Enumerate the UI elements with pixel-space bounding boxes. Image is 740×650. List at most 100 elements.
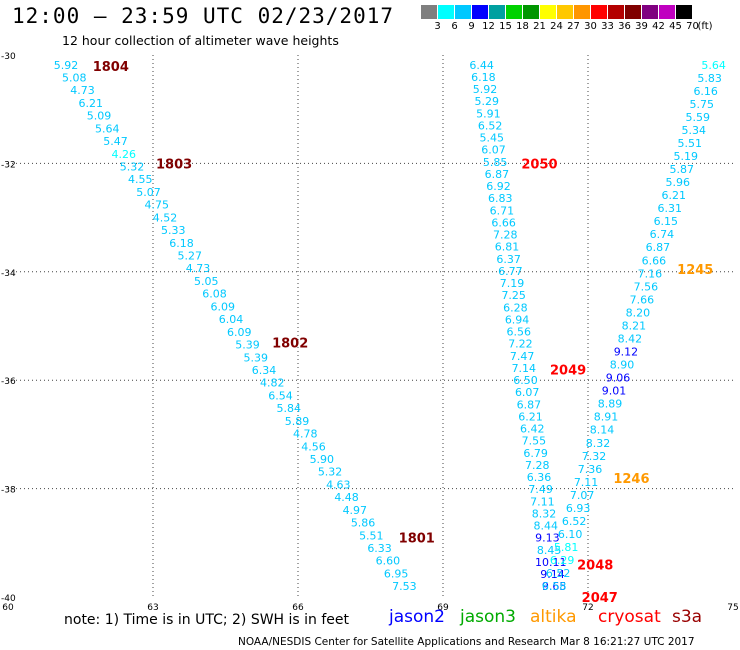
wave-height-value: 5.84 <box>277 402 302 415</box>
wave-height-value: 6.87 <box>517 398 542 411</box>
wave-height-value: 7.25 <box>501 289 526 302</box>
wave-height-value: 6.83 <box>488 192 513 205</box>
scale-swatch <box>455 5 472 19</box>
scale-swatch <box>608 5 625 19</box>
credit-line: NOAA/NESDIS Center for Satellite Applica… <box>238 636 556 648</box>
wave-height-value: 6.07 <box>481 144 506 157</box>
wave-height-value: 6.58 <box>542 580 567 593</box>
wave-height-value: 6.60 <box>376 555 401 568</box>
y-tick-label: -40 <box>1 594 16 604</box>
satellite-jason3: jason3 <box>460 607 516 627</box>
wave-height-value: 5.32 <box>120 160 145 173</box>
scale-unit: (ft) <box>697 21 713 32</box>
wave-height-value: 6.16 <box>693 85 718 98</box>
scale-label: 3 <box>434 21 441 32</box>
wave-height-value: 5.51 <box>677 137 702 150</box>
wave-height-value: 6.18 <box>169 237 194 250</box>
scale-label: 27 <box>567 21 580 32</box>
wave-height-value: 6.95 <box>384 567 409 580</box>
scale-swatch <box>506 5 523 19</box>
scale-swatch <box>557 5 574 19</box>
wave-height-value: 4.48 <box>334 491 359 504</box>
wave-height-value: 5.90 <box>310 453 335 466</box>
wave-height-value: 4.78 <box>293 428 318 441</box>
wave-height-value: 7.49 <box>528 483 553 496</box>
wave-height-value: 6.92 <box>486 180 511 193</box>
wave-height-value: 5.39 <box>244 351 269 364</box>
scale-label: 18 <box>516 21 529 32</box>
timestamp: Mar 8 16:21:27 UTC 2017 <box>560 636 695 648</box>
wave-height-value: 6.94 <box>505 313 530 326</box>
wave-height-value: 6.79 <box>523 447 548 460</box>
wave-height-value: 7.14 <box>512 362 537 375</box>
wave-height-value: 7.28 <box>493 229 518 242</box>
x-tick-label: 69 <box>437 603 449 610</box>
wave-height-value: 7.19 <box>500 277 525 290</box>
scale-swatch <box>659 5 676 19</box>
pass-time-label: 1804 <box>93 60 129 75</box>
satellite-s3a: s3a <box>672 607 703 627</box>
wave-height-value: 6.93 <box>566 502 591 515</box>
scale-swatch <box>472 5 489 19</box>
x-tick-label: 72 <box>582 603 593 610</box>
wave-height-value: 6.52 <box>562 515 587 528</box>
pass-time-label: 1801 <box>399 531 435 546</box>
wave-height-value: 4.97 <box>343 504 368 517</box>
wave-height-value: 5.45 <box>480 132 505 145</box>
wave-height-value: 8.32 <box>532 507 557 520</box>
wave-height-value: 5.07 <box>136 186 161 199</box>
wave-height-value: 7.07 <box>570 489 595 502</box>
wave-height-value: 7.11 <box>530 495 555 508</box>
wave-height-value: 7.66 <box>630 293 655 306</box>
wave-height-value: 8.45 <box>537 544 562 557</box>
scale-label: 45 <box>669 21 682 32</box>
pass-time-label: 1802 <box>272 336 308 351</box>
y-tick-label: -32 <box>1 160 16 170</box>
satellite-cryosat: cryosat <box>598 607 661 627</box>
wave-height-value: 6.87 <box>485 168 510 181</box>
scale-swatch <box>540 5 557 19</box>
wave-height-value: 4.56 <box>301 440 326 453</box>
wave-height-value: 6.04 <box>219 313 244 326</box>
wave-height-value: 6.74 <box>650 228 675 241</box>
wave-height-value: 5.51 <box>359 529 384 542</box>
wave-height-value: 6.44 <box>469 59 494 72</box>
scale-label: 33 <box>601 21 614 32</box>
wave-height-value: 6.28 <box>503 301 528 314</box>
wave-height-value: 4.55 <box>128 173 153 186</box>
wave-height-value: 6.77 <box>498 265 523 278</box>
wave-height-value: 8.32 <box>586 437 611 450</box>
x-tick-label: 60 <box>2 603 14 610</box>
wave-height-value: 5.91 <box>476 107 501 120</box>
wave-height-value: 5.34 <box>681 124 706 137</box>
wave-height-value: 7.36 <box>578 463 603 476</box>
wave-height-value: 5.27 <box>178 250 203 263</box>
pass-time-label: 2050 <box>521 157 557 172</box>
wave-height-value: 7.55 <box>522 435 547 448</box>
pass-time-label: 1246 <box>613 472 649 487</box>
x-tick-label: 75 <box>727 603 738 610</box>
wave-height-value: 7.32 <box>582 450 607 463</box>
wave-height-value: 6.52 <box>478 119 503 132</box>
wave-height-value: 6.33 <box>367 542 392 555</box>
scale-swatch <box>438 5 455 19</box>
wave-height-value: 5.81 <box>554 541 579 554</box>
x-tick-label: 63 <box>147 603 158 610</box>
wave-height-value: 4.75 <box>145 199 170 212</box>
wave-height-value: 5.64 <box>95 122 120 135</box>
wave-height-value: 6.34 <box>252 364 277 377</box>
wave-height-value: 4.82 <box>260 377 285 390</box>
wave-height-value: 6.09 <box>211 300 236 313</box>
wave-height-value: 9.12 <box>614 346 639 359</box>
pass-time-label: 1245 <box>677 263 713 278</box>
wave-height-value: 5.96 <box>666 176 691 189</box>
pass-time-label: 2047 <box>582 591 618 606</box>
footer-note: note: 1) Time is in UTC; 2) SWH is in fe… <box>64 612 350 628</box>
scale-label: 42 <box>652 21 665 32</box>
wave-height-value: 6.66 <box>491 216 516 229</box>
wave-height-value: 6.21 <box>518 410 543 423</box>
wave-height-value: 6.08 <box>202 288 227 301</box>
wave-height-value: 7.28 <box>525 459 550 472</box>
wave-height-value: 6.66 <box>642 254 667 267</box>
wave-height-value: 6.10 <box>558 528 583 541</box>
